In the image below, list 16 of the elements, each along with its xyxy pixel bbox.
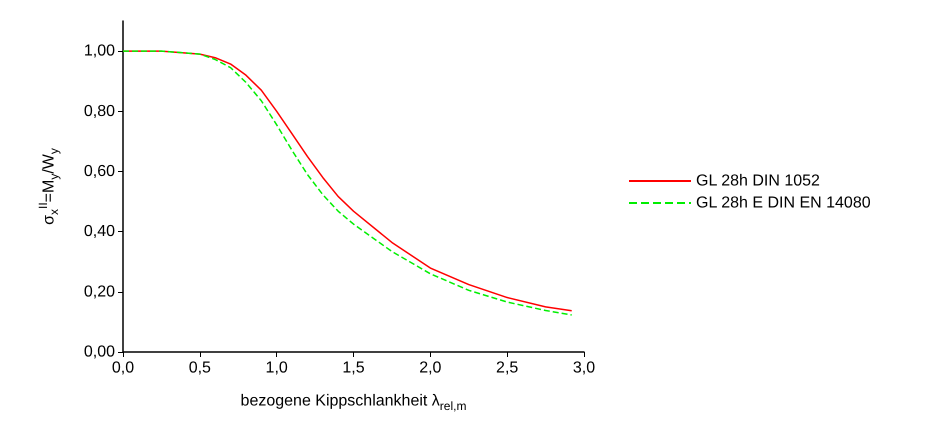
x-tick-label: 1,5 — [342, 360, 365, 376]
y-tick-label: 0,60 — [84, 162, 116, 180]
x-tick-label: 2,5 — [496, 360, 518, 376]
x-tick-label: 0,5 — [188, 360, 212, 376]
legend-label: GL 28h DIN 1052 — [696, 172, 820, 190]
y-tick-label: 1,00 — [84, 42, 116, 60]
x-tick-label: 1,0 — [266, 360, 288, 376]
y-tick-label: 0,40 — [84, 223, 116, 240]
y-tick-label: 0,00 — [84, 344, 116, 360]
x-tick-label: 0,0 — [112, 360, 134, 376]
legend-label: GL 28h E DIN EN 14080 — [696, 194, 871, 212]
y-tick-label: 0,20 — [84, 283, 116, 300]
x-tick-label: 3,0 — [572, 360, 596, 376]
x-tick-label: 2,0 — [419, 360, 442, 376]
y-axis-title: σxII=My/Wy — [36, 148, 61, 225]
y-tick-label: 0,80 — [84, 102, 116, 120]
